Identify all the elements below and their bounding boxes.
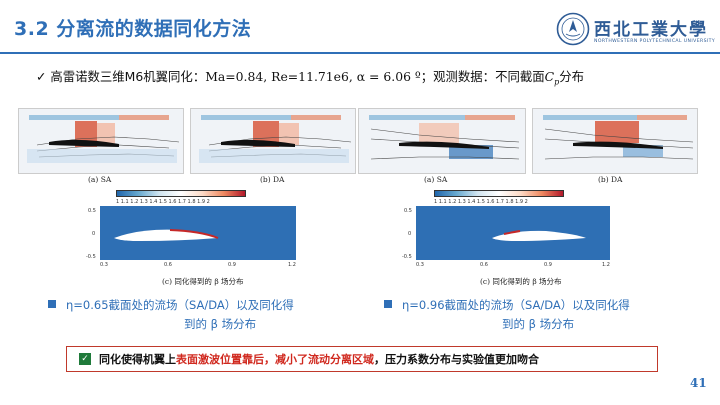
- x-tick-4: 1.2: [602, 262, 610, 268]
- right-caption-a: (a) SA: [424, 175, 448, 184]
- right-caption-b: (b) DA: [598, 175, 623, 184]
- left-caption-a: (a) SA: [88, 175, 112, 184]
- right-beta-plot: 1 1.1 1.2 1.3 1.4 1.5 1.6 1.7 1.8 1.9 2 …: [400, 186, 620, 272]
- y-tick-mid: 0: [408, 231, 412, 237]
- y-tick-top: 0.5: [88, 208, 96, 214]
- checkbox-check-icon: ✓: [79, 353, 91, 365]
- colorbar: [434, 190, 564, 197]
- x-tick-3: 0.9: [228, 262, 236, 268]
- y-tick-bottom: -0.5: [402, 254, 412, 260]
- colorbar-ticks: 1 1.1 1.2 1.3 1.4 1.5 1.6 1.7 1.8 1.9 2: [434, 199, 528, 205]
- flow-field-plot: [533, 109, 697, 173]
- left-caption-c: (c) 同化得到的 β 场分布: [162, 277, 244, 286]
- airfoil-shape: [492, 230, 586, 241]
- colorbar: [116, 190, 246, 197]
- right-flow-sa-panel: [358, 108, 526, 174]
- checkmark-icon: ✓: [36, 69, 47, 84]
- left-note: η=0.65截面处的流场（SA/DA）以及同化得 到的 β 场分布: [48, 296, 294, 334]
- slide-title: 3.2 分离流的数据同化方法: [14, 18, 252, 40]
- left-caption-b: (b) DA: [260, 175, 285, 184]
- flow-field-plot: [19, 109, 183, 173]
- x-tick-2: 0.6: [480, 262, 488, 268]
- logo-subtitle: NORTHWESTERN POLYTECHNICAL UNIVERSITY: [594, 39, 716, 44]
- university-emblem-icon: [556, 12, 590, 46]
- left-flow-da-panel: [190, 108, 356, 174]
- colorbar-ticks: 1 1.1 1.2 1.3 1.4 1.5 1.6 1.7 1.8 1.9 2: [116, 199, 210, 205]
- right-caption-c: (c) 同化得到的 β 场分布: [480, 277, 562, 286]
- flow-field-plot: [191, 109, 355, 173]
- logo-text: 西北工業大學: [594, 20, 708, 40]
- x-tick-1: 0.3: [100, 262, 108, 268]
- y-tick-mid: 0: [92, 231, 96, 237]
- title-divider: [0, 52, 720, 54]
- y-tick-top: 0.5: [404, 208, 412, 214]
- case-description: ✓ 高雷诺数三维M6机翼同化：Ma=0.84, Re=11.71e6, α = …: [36, 69, 585, 87]
- x-tick-4: 1.2: [288, 262, 296, 268]
- right-flow-da-panel: [532, 108, 698, 174]
- airfoil-shape: [114, 229, 219, 241]
- square-bullet-icon: [384, 300, 392, 308]
- beta-field: [416, 206, 610, 260]
- x-tick-3: 0.9: [544, 262, 552, 268]
- right-note: η=0.96截面处的流场（SA/DA）以及同化得 到的 β 场分布: [384, 296, 630, 334]
- x-tick-2: 0.6: [164, 262, 172, 268]
- x-tick-1: 0.3: [416, 262, 424, 268]
- page-number: 41: [690, 376, 707, 390]
- left-beta-plot: 1 1.1 1.2 1.3 1.4 1.5 1.6 1.7 1.8 1.9 2 …: [86, 186, 306, 272]
- beta-field: [100, 206, 296, 260]
- left-flow-sa-panel: [18, 108, 184, 174]
- y-tick-bottom: -0.5: [86, 254, 96, 260]
- university-logo: 西北工業大學 NORTHWESTERN POLYTECHNICAL UNIVER…: [556, 12, 715, 52]
- square-bullet-icon: [48, 300, 56, 308]
- conclusion-box: ✓ 同化使得机翼上 表面激波位置靠后，减小了流动分离区域 ，压力系数分布与实验值更加…: [66, 346, 658, 372]
- flow-field-plot: [359, 109, 525, 173]
